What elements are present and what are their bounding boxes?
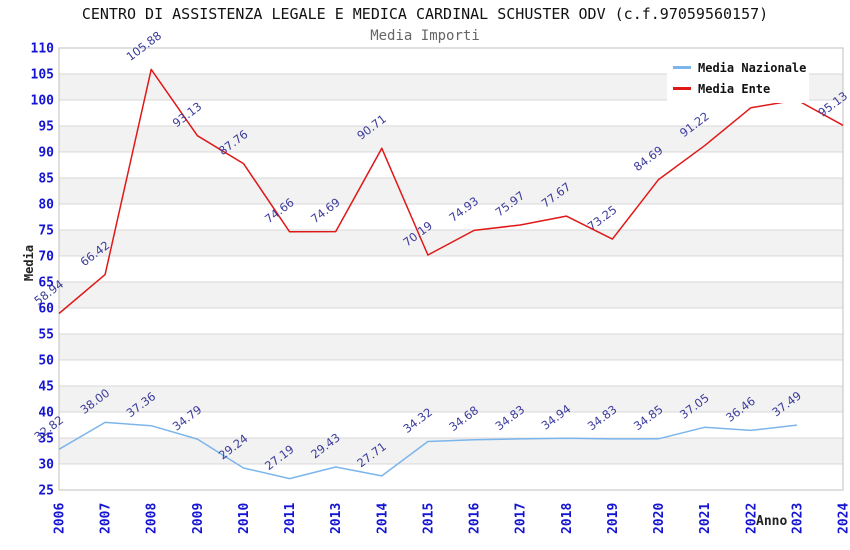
x-tick-label: 2006 [53,503,68,534]
x-tick-label: 2016 [468,503,483,534]
plot-border [58,47,844,491]
x-tick-label: 2023 [790,503,805,534]
x-tick-label: 2021 [698,503,713,534]
y-axis-title: Media [22,244,36,282]
x-tick-label: 2007 [99,503,114,534]
y-tick-label: 25 [38,484,54,499]
legend: Media Nazionale Media Ente [667,55,809,103]
y-tick-label: 45 [38,380,54,395]
series-line [58,68,844,315]
y-tick-label: 65 [38,276,54,291]
y-tick-label: 110 [31,42,55,57]
chart-title: CENTRO DI ASSISTENZA LEGALE E MEDICA CAR… [81,5,769,23]
x-tick-label: 2013 [329,503,344,534]
grid-band [59,126,843,152]
legend-label-media-ente: Media Ente [698,81,771,96]
grid-band [59,178,843,204]
chart-header: CENTRO DI ASSISTENZA LEGALE E MEDICA CAR… [0,5,850,44]
x-axis-title: Anno [756,514,788,529]
grid-band [59,438,843,464]
y-tick-label: 40 [38,406,54,421]
x-tick-label: 2018 [560,503,575,534]
series-swatch-media-nazionale [673,66,691,69]
y-tick-label: 30 [38,458,54,473]
x-tick-label: 2017 [514,503,529,534]
x-tick-label: 2011 [283,503,298,534]
x-tick-label: 2009 [191,503,206,534]
grid-band [59,386,843,412]
y-tick-label: 75 [38,224,54,239]
grid-band [59,334,843,360]
legend-item-media-ente: Media Ente [673,78,809,99]
y-tick-label: 90 [38,146,54,161]
x-tick-label: 2024 [837,503,850,534]
y-tick-label: 35 [38,432,54,447]
x-tick-label: 2020 [652,503,667,534]
y-tick-label: 85 [38,172,54,187]
x-tick-label: 2010 [237,503,252,534]
grid-band [59,282,843,308]
y-tick-label: 60 [38,302,54,317]
x-tick-label: 2014 [375,503,390,534]
data-point-label: 73.25 [585,202,620,233]
legend-label-media-nazionale: Media Nazionale [698,60,807,75]
x-tick-label: 2008 [145,503,160,534]
series-line [58,421,797,480]
y-tick-label: 50 [38,354,54,369]
x-tick-label: 2019 [606,503,621,534]
y-tick-label: 55 [38,328,54,343]
y-tick-label: 105 [31,68,54,83]
y-tick-label: 80 [38,198,54,213]
y-tick-label: 70 [38,250,54,265]
legend-item-media-nazionale: Media Nazionale [673,57,809,78]
x-tick-label: 2015 [421,503,436,534]
x-tick-label: 2022 [744,503,759,534]
y-tick-label: 95 [38,120,54,135]
series-swatch-media-ente [673,87,691,90]
y-tick-label: 100 [31,94,55,109]
chart-subtitle: Media Importi [370,28,480,44]
